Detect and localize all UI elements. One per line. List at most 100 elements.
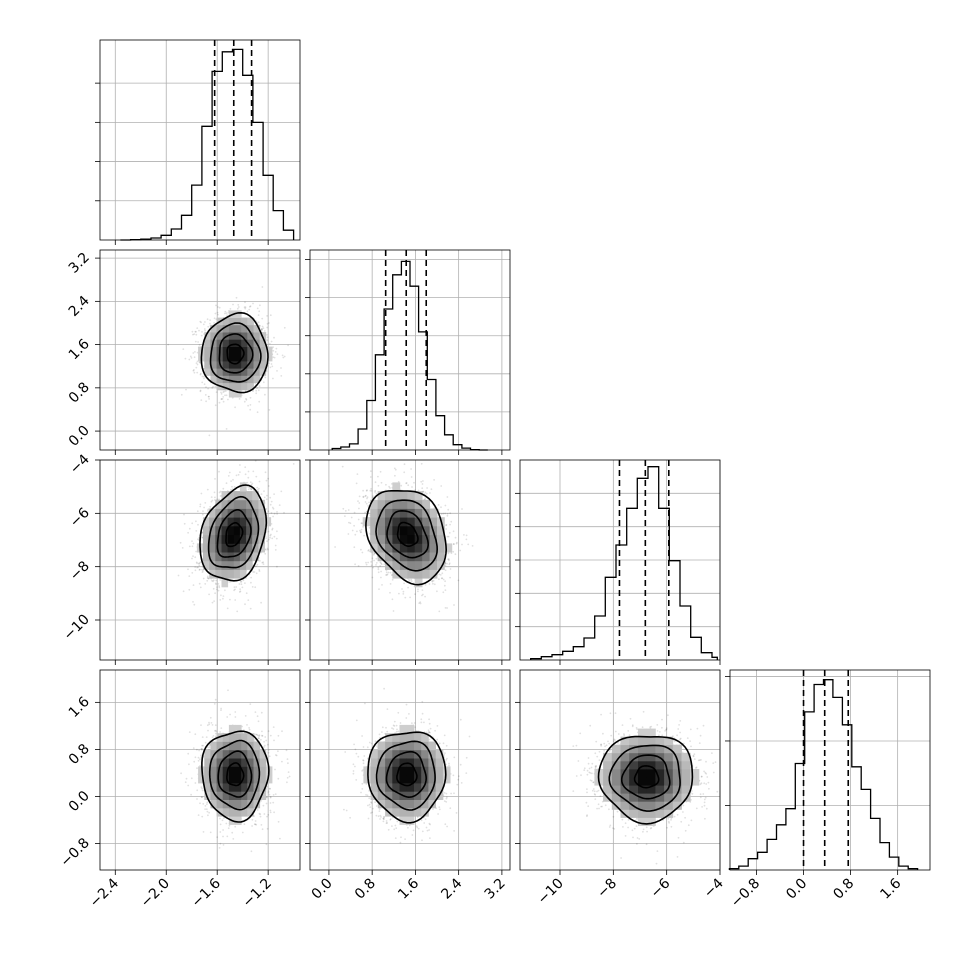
density-cell	[216, 332, 224, 340]
sample-point	[222, 396, 225, 398]
sample-point	[356, 530, 358, 533]
density-cell	[235, 361, 242, 369]
sample-point	[228, 471, 231, 474]
sample-point	[188, 358, 191, 361]
sample-point	[252, 470, 255, 473]
sample-point	[203, 377, 205, 380]
sample-point	[187, 568, 189, 571]
sample-point	[380, 481, 383, 484]
sample-point	[447, 552, 450, 555]
sample-point	[238, 398, 241, 400]
sample-point	[373, 559, 375, 562]
density-cell	[216, 375, 224, 384]
sample-point	[192, 584, 195, 586]
sample-point	[202, 577, 205, 580]
sample-point	[360, 528, 363, 531]
sample-point	[437, 504, 440, 506]
sample-point	[219, 495, 222, 497]
sample-point	[259, 560, 261, 562]
sample-point	[264, 471, 267, 474]
panel-frame-2-0	[99, 459, 301, 661]
sample-point	[411, 486, 413, 488]
sample-point	[280, 490, 283, 493]
sample-point	[259, 304, 261, 307]
sample-point	[197, 523, 199, 526]
density-cell	[221, 569, 229, 579]
sample-point	[367, 505, 369, 507]
sample-point	[283, 355, 286, 358]
sample-point	[269, 536, 271, 539]
sample-point	[403, 471, 406, 474]
sample-point	[235, 586, 238, 588]
sample-point	[249, 305, 252, 308]
sample-point	[195, 366, 198, 369]
sample-point	[179, 541, 182, 544]
density-cell	[252, 499, 259, 509]
sample-point	[225, 394, 228, 397]
density-cell	[228, 361, 236, 369]
density-cell	[222, 361, 230, 369]
sample-point	[385, 571, 388, 574]
sample-point	[242, 579, 245, 582]
sample-point	[287, 344, 289, 347]
sample-point	[398, 592, 400, 595]
sample-point	[200, 492, 203, 495]
sample-point	[206, 488, 209, 491]
sample-point	[257, 389, 260, 392]
sample-point	[272, 349, 275, 352]
sample-point	[255, 392, 258, 395]
sample-point	[207, 325, 210, 328]
sample-point	[198, 343, 201, 346]
sample-point	[208, 593, 211, 596]
sample-point	[225, 482, 228, 485]
sample-point	[193, 356, 196, 359]
sample-point	[167, 343, 170, 346]
sample-point	[220, 594, 222, 597]
sample-point	[219, 599, 222, 601]
density-cell	[228, 332, 236, 340]
sample-point	[263, 490, 265, 492]
sample-point	[180, 393, 183, 396]
sample-point	[215, 391, 218, 393]
sample-point	[187, 531, 190, 534]
sample-point	[240, 583, 243, 586]
sample-point	[256, 411, 259, 414]
sample-point	[251, 586, 254, 588]
sample-point	[188, 588, 191, 591]
sample-point	[212, 580, 215, 583]
sample-point	[192, 601, 194, 603]
density-cell	[222, 382, 230, 391]
sample-point	[238, 583, 241, 585]
sample-point	[209, 319, 212, 321]
sample-point	[400, 484, 403, 487]
sample-point	[197, 566, 200, 569]
sample-point	[365, 563, 368, 566]
sample-point	[273, 336, 275, 339]
sample-point	[261, 328, 263, 331]
sample-point	[265, 548, 267, 551]
sample-point	[237, 304, 240, 306]
sample-point	[188, 527, 191, 530]
sample-point	[224, 312, 226, 315]
sample-point	[260, 493, 263, 495]
density-cell	[210, 353, 217, 362]
sample-point	[262, 563, 265, 565]
sample-point	[199, 389, 202, 392]
sample-point	[225, 428, 228, 430]
sample-point	[250, 483, 253, 486]
density-cell	[204, 361, 211, 369]
sample-point	[258, 480, 261, 483]
sample-point	[229, 308, 232, 310]
sample-point	[374, 481, 377, 484]
sample-point	[209, 322, 211, 325]
sample-point	[221, 398, 224, 400]
sample-point	[201, 381, 204, 384]
sample-point	[247, 476, 250, 479]
sample-point	[214, 312, 217, 315]
sample-point	[252, 302, 254, 305]
density-cell	[204, 353, 211, 362]
sample-point	[258, 400, 261, 403]
sample-point	[195, 362, 198, 364]
sample-point	[280, 367, 282, 369]
sample-point	[407, 586, 409, 589]
